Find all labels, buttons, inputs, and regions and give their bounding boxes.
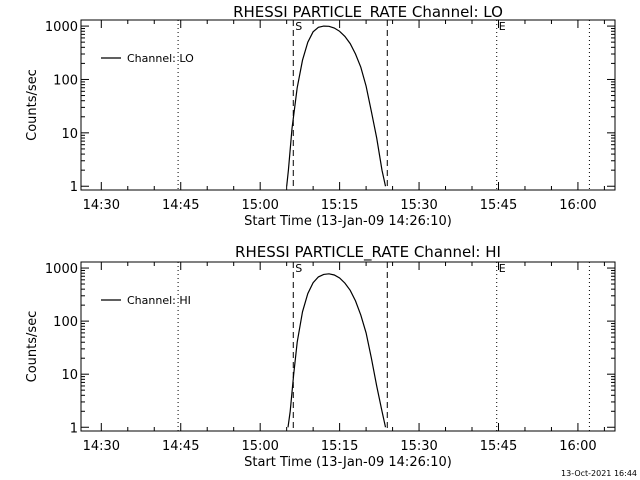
y-tick-label: 1000 xyxy=(45,262,78,277)
x-tick-label: 16:00 xyxy=(559,198,596,213)
x-tick-label: 15:30 xyxy=(400,198,437,213)
y-tick-label: 100 xyxy=(53,73,78,88)
y-tick-label: 1000 xyxy=(45,20,78,35)
x-tick-label: 15:30 xyxy=(400,439,437,454)
x-axis-label: Start Time (13-Jan-09 14:26:10) xyxy=(244,455,452,470)
x-tick-label: 14:45 xyxy=(162,198,199,213)
x-tick-label: 15:45 xyxy=(480,439,517,454)
x-tick-label: 14:30 xyxy=(83,198,120,213)
series-line xyxy=(286,25,387,187)
x-tick-label: 14:45 xyxy=(162,439,199,454)
y-tick-label: 10 xyxy=(61,368,78,383)
x-axis-label: Start Time (13-Jan-09 14:26:10) xyxy=(244,214,452,229)
chart-panel-2: RHESSI PARTICLE_RATE Channel: HIS E 14:30 1… xyxy=(25,243,616,470)
legend-label: Channel: HI xyxy=(127,294,191,307)
x-tick-label: 16:00 xyxy=(559,439,596,454)
time-marker-label: S xyxy=(295,262,302,275)
timestamp-footer: 13-Oct-2021 16:44 xyxy=(561,469,637,478)
y-tick-label: 1 xyxy=(70,180,78,195)
x-tick-label: 15:15 xyxy=(321,198,358,213)
time-marker-label: E xyxy=(499,262,506,275)
x-tick-label: 14:30 xyxy=(83,439,120,454)
chart-panel-1: RHESSI PARTICLE_RATE Channel: LOS E 14:30 1… xyxy=(25,3,616,229)
x-tick-label: 15:00 xyxy=(241,439,278,454)
time-marker-label: E xyxy=(499,20,506,33)
chart-title: RHESSI PARTICLE_RATE Channel: HI xyxy=(235,243,501,262)
x-tick-label: 15:00 xyxy=(241,198,278,213)
time-marker-label: S xyxy=(295,20,302,33)
y-tick-label: 10 xyxy=(61,127,78,142)
legend-label: Channel: LO xyxy=(127,52,194,65)
x-tick-label: 15:15 xyxy=(321,439,358,454)
y-axis-label: Counts/sec xyxy=(25,69,40,141)
chart-title: RHESSI PARTICLE_RATE Channel: LO xyxy=(233,3,503,22)
plot-frame xyxy=(80,19,616,191)
plot-frame xyxy=(80,261,616,432)
x-tick-label: 15:45 xyxy=(480,198,517,213)
series-line xyxy=(287,273,387,428)
y-axis-label: Counts/sec xyxy=(25,311,40,383)
y-tick-label: 100 xyxy=(53,315,78,330)
y-tick-label: 1 xyxy=(70,421,78,436)
